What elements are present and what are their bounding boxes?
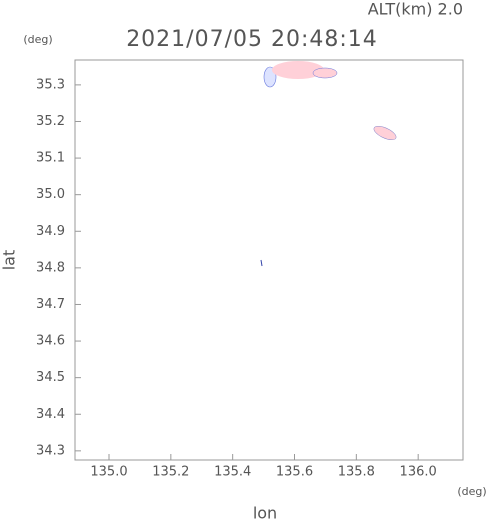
x-tick-label: 136.0 xyxy=(400,465,437,480)
echo xyxy=(272,61,324,79)
echo xyxy=(373,125,397,141)
x-tick-label: 135.6 xyxy=(276,465,313,480)
y-unit: (deg) xyxy=(23,33,52,46)
y-tick-label: 34.3 xyxy=(36,443,65,458)
x-tick-label: 135.0 xyxy=(90,465,127,480)
y-tick-label: 34.6 xyxy=(36,334,65,349)
y-tick-label: 35.1 xyxy=(36,151,65,166)
y-tick-label: 34.9 xyxy=(36,224,65,239)
y-tick-label: 34.4 xyxy=(36,407,65,422)
x-unit: (deg) xyxy=(457,485,486,498)
echoes xyxy=(260,61,397,267)
y-tick-label: 34.7 xyxy=(36,297,65,312)
x-axis-label: lon xyxy=(253,504,277,521)
y-tick-label: 35.3 xyxy=(36,77,65,92)
altitude-label: ALT(km) 2.0 xyxy=(368,0,463,19)
plot-frame xyxy=(74,59,464,461)
echo xyxy=(312,67,338,79)
y-tick-label: 34.5 xyxy=(36,370,65,385)
x-tick-label: 135.2 xyxy=(152,465,189,480)
x-tick-label: 135.8 xyxy=(338,465,375,480)
y-tick-label: 35.2 xyxy=(36,114,65,129)
y-axis-label: lat xyxy=(0,250,19,271)
x-tick-label: 135.4 xyxy=(214,465,251,480)
chart-title: 2021/07/05 20:48:14 xyxy=(126,27,378,52)
y-tick-label: 34.8 xyxy=(36,260,65,275)
echo xyxy=(260,259,263,267)
y-tick-label: 35.0 xyxy=(36,187,65,202)
